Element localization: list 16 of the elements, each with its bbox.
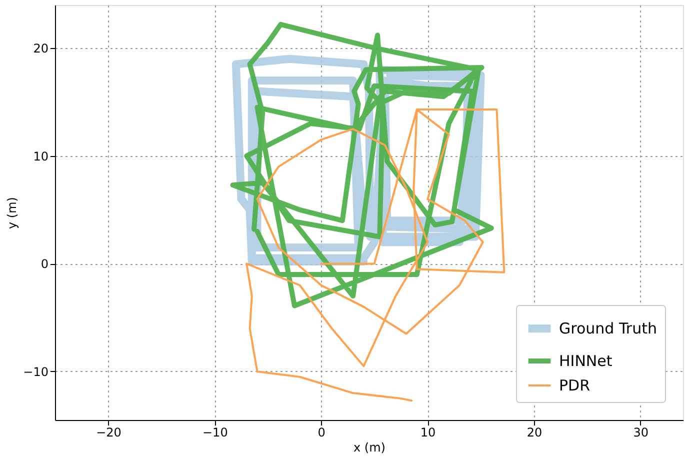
x-tick-label: 20 — [526, 426, 542, 440]
y-axis-title: y (m) — [5, 197, 20, 229]
line-series — [246, 108, 506, 402]
y-tick-label: −10 — [23, 364, 48, 379]
y-tick-label: 20 — [33, 42, 48, 56]
x-tick-label: 0 — [318, 426, 326, 440]
x-tick-label: −20 — [96, 426, 122, 440]
legend-label: PDR — [559, 376, 590, 394]
x-tick-label: −10 — [202, 426, 228, 440]
x-tick-label: 30 — [633, 426, 649, 440]
legend-label: Ground Truth — [559, 320, 657, 338]
x-axis-title: x (m) — [354, 440, 386, 454]
x-tick-label: 10 — [420, 426, 436, 440]
y-tick-label: 0 — [40, 257, 48, 272]
y-tick-label: 10 — [33, 149, 48, 164]
legend-label: HINNet — [559, 352, 612, 370]
